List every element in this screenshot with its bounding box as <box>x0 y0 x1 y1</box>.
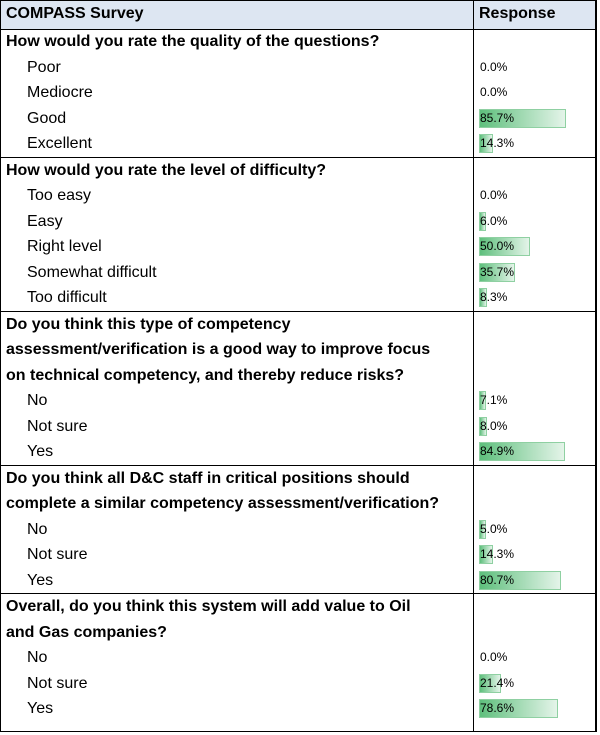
response-bar <box>479 442 565 461</box>
question-text: How would you rate the quality of the qu… <box>6 33 380 50</box>
question-section: Do you think all D&C staff in critical p… <box>1 466 595 594</box>
response-bar <box>479 699 559 718</box>
response-column-header: Response <box>479 5 556 22</box>
response-bar <box>479 237 530 256</box>
option-label: No <box>27 392 48 409</box>
response-value: 8.3% <box>480 290 508 304</box>
option-label: Too difficult <box>27 289 107 306</box>
question-section: Overall, do you think this system will a… <box>1 594 595 723</box>
response-bar <box>479 570 561 590</box>
response-value: 0.0% <box>480 650 508 664</box>
response-value: 35.7% <box>480 264 515 279</box>
response-value: 78.6% <box>480 701 515 715</box>
response-value: 14.3% <box>480 547 515 561</box>
response-value: 14.3% <box>480 136 515 150</box>
response-bar <box>479 211 486 231</box>
response-bar <box>479 108 566 128</box>
response-bar <box>479 416 488 436</box>
response-value: 85.7% <box>480 110 515 125</box>
option-label: Yes <box>27 700 54 717</box>
response-value: 0.0% <box>480 85 508 99</box>
question-text: Do you think this type of competency ass… <box>6 315 431 384</box>
column-divider <box>473 1 474 731</box>
response-value: 8.0% <box>480 418 508 433</box>
option-label: No <box>27 520 48 538</box>
response-bar <box>479 391 487 410</box>
option-label: Somewhat difficult <box>27 263 157 281</box>
response-bar <box>479 288 488 307</box>
option-label: No <box>27 649 48 666</box>
option-label: Poor <box>27 58 61 76</box>
option-label: Excellent <box>27 135 92 152</box>
option-label: Not sure <box>27 674 88 692</box>
question-section: Do you think this type of competency ass… <box>1 312 595 466</box>
response-bar <box>479 519 486 539</box>
table-header: COMPASS Survey Response <box>1 1 595 30</box>
response-value: 5.0% <box>480 521 508 536</box>
option-label: Yes <box>27 571 54 589</box>
survey-title: COMPASS Survey <box>6 5 144 22</box>
response-bar <box>479 545 494 564</box>
option-label: Easy <box>27 212 63 230</box>
response-bar <box>479 673 501 693</box>
option-label: Yes <box>27 443 54 460</box>
option-label: Good <box>27 109 67 127</box>
option-label: Not sure <box>27 417 88 435</box>
response-value: 6.0% <box>480 213 508 228</box>
response-bar <box>479 134 494 153</box>
option-label: Not sure <box>27 546 88 563</box>
option-label: Too easy <box>27 187 92 204</box>
response-bar <box>479 262 516 282</box>
response-value: 0.0% <box>480 59 508 74</box>
response-value: 0.0% <box>480 188 508 202</box>
option-label: Right level <box>27 238 102 255</box>
question-text: Do you think all D&C staff in critical p… <box>6 469 440 513</box>
response-value: 21.4% <box>480 675 515 690</box>
question-section: How would you rate the quality of the qu… <box>1 29 595 158</box>
response-value: 50.0% <box>480 239 515 253</box>
question-section: How would you rate the level of difficul… <box>1 158 595 312</box>
response-value: 84.9% <box>480 444 515 458</box>
question-text: Overall, do you think this system will a… <box>6 598 411 641</box>
question-text: How would you rate the level of difficul… <box>6 161 327 179</box>
option-label: Mediocre <box>27 84 93 101</box>
response-value: 80.7% <box>480 572 515 587</box>
response-value: 7.1% <box>480 393 508 407</box>
